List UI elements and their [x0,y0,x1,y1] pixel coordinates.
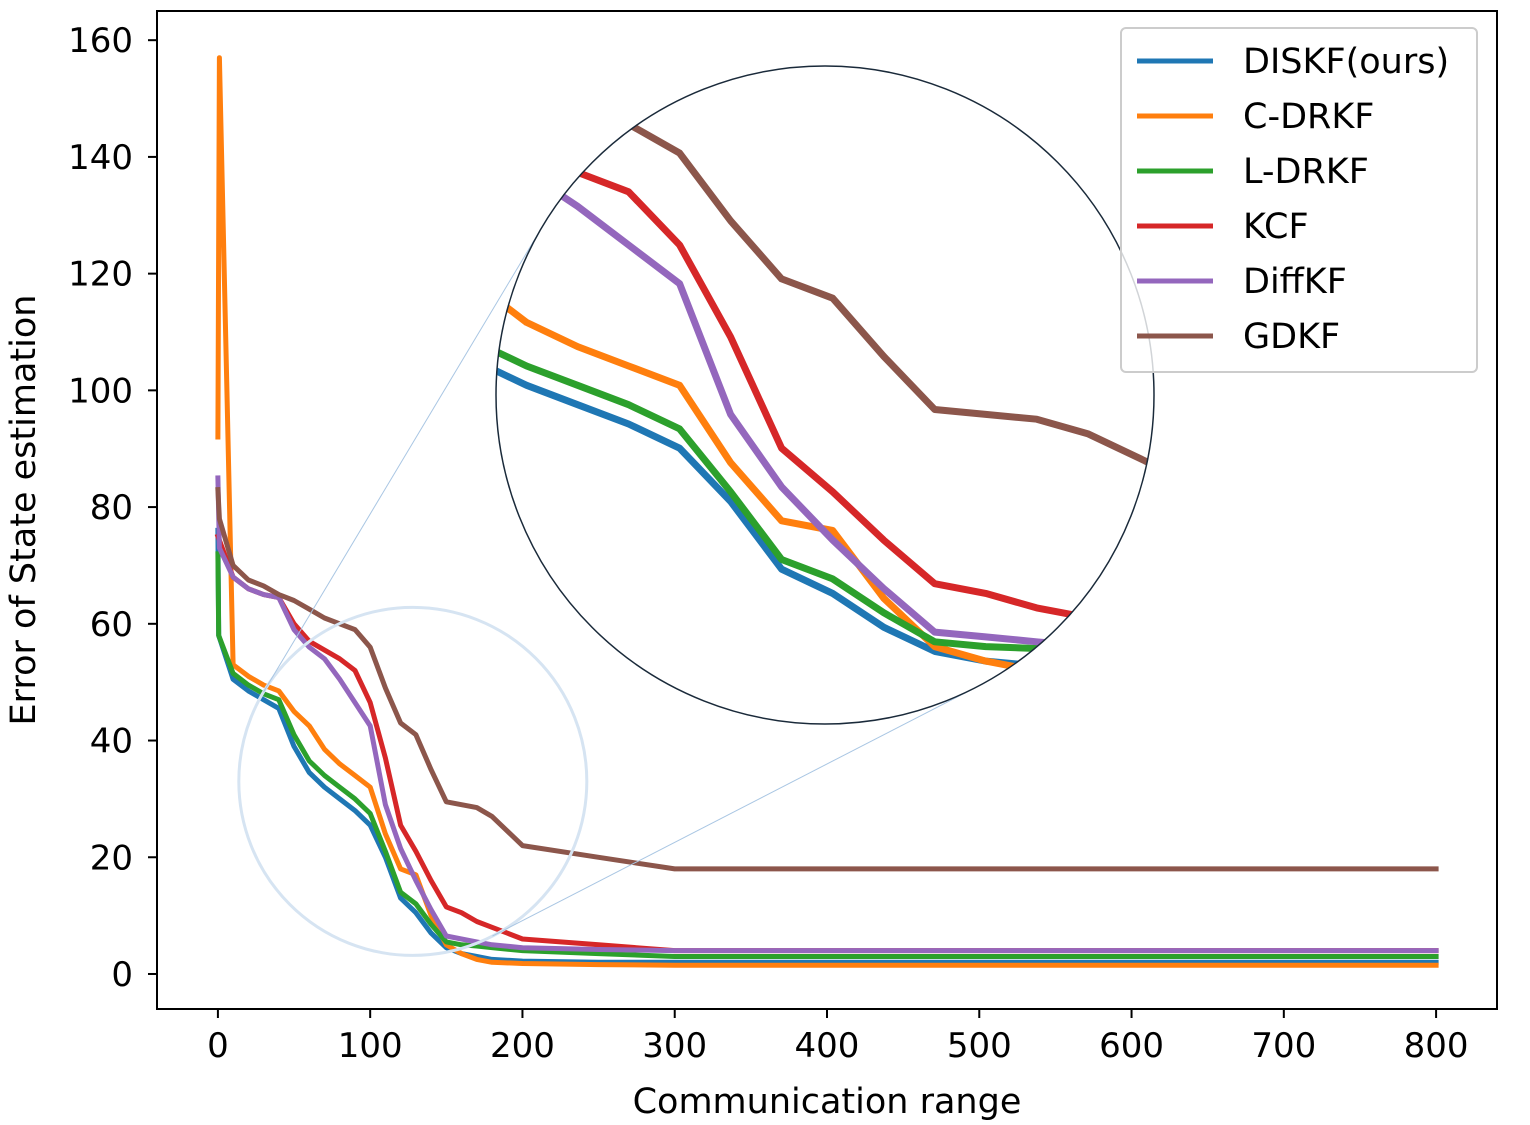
legend-label-0: DISKF(ours) [1243,42,1449,82]
y-tick-label: 20 [90,838,133,878]
zoom-series-line-0 [496,66,1154,680]
legend-label-5: GDKF [1243,317,1340,357]
y-tick-label: 120 [68,255,133,295]
zoom-series-line-5 [496,66,1154,525]
zoom-layer [237,65,1155,957]
series-line-1 [215,55,1439,968]
x-tick-label: 800 [1404,1026,1469,1066]
legend-label-3: KCF [1243,207,1309,247]
series-line-2 [215,551,1439,959]
x-tick-label: 700 [1251,1026,1316,1066]
zoom-series-line-3 [496,66,1154,660]
x-tick-label: 500 [947,1026,1012,1066]
zoom-series-line-4 [496,66,1154,660]
series-line-4 [215,475,1439,954]
zoom-connector-line-1 [263,225,544,693]
x-tick-label: 600 [1099,1026,1164,1066]
y-tick-label: 0 [111,955,133,995]
legend-label-1: C-DRKF [1243,97,1374,137]
y-tick-label: 40 [90,722,133,762]
series-layer [214,55,1439,968]
y-tick-label: 60 [90,605,133,645]
legend-label-4: DiffKF [1243,262,1347,302]
x-tick-label: 0 [207,1026,229,1066]
y-tick-label: 140 [68,138,133,178]
axes-layer: 0 100 200 300 400 500 600 700 800 0 20 40 60 80 100 120… [68,21,1468,1066]
x-tick-label: 400 [795,1026,860,1066]
y-axis-label: Error of State estimation [4,295,44,726]
y-tick-label: 100 [68,371,133,411]
zoom-inset-border [495,65,1155,725]
x-tick-label: 100 [338,1026,403,1066]
legend: DISKF(ours) C-DRKF L-DRKF KCF DiffKF GDKF [1120,27,1478,373]
y-tick-label: 80 [90,488,133,528]
x-tick-label: 200 [490,1026,555,1066]
series-line-0 [215,527,1439,965]
zoom-inset-background [496,66,1154,724]
zoom-source-circle [237,605,589,957]
series-line-5 [215,486,1439,872]
legend-label-2: L-DRKF [1243,152,1369,192]
x-axis-label: Communication range [633,1082,1022,1122]
zoom-series-line-2 [496,66,1154,670]
zoom-connector-line-0 [492,687,976,937]
zoom-inset-plot [496,66,1154,684]
x-tick-label: 300 [642,1026,707,1066]
zoom-series-line-1 [496,66,1154,684]
y-tick-label: 160 [68,21,133,61]
